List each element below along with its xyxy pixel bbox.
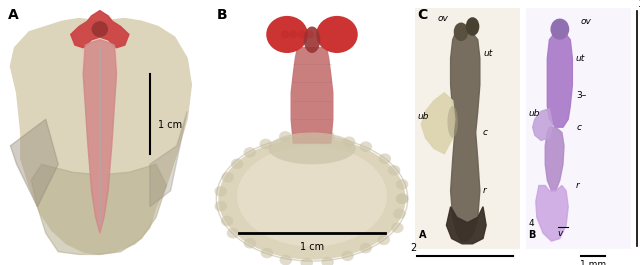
Text: r: r — [575, 181, 579, 190]
Ellipse shape — [260, 137, 272, 147]
Polygon shape — [31, 164, 166, 254]
Ellipse shape — [361, 246, 373, 257]
Text: 1 mm: 1 mm — [580, 260, 606, 265]
Ellipse shape — [289, 30, 298, 38]
Ellipse shape — [266, 16, 308, 53]
Text: ov: ov — [438, 14, 449, 23]
Polygon shape — [421, 93, 455, 154]
Text: c: c — [483, 128, 488, 137]
Text: ub: ub — [417, 112, 429, 121]
Ellipse shape — [466, 17, 479, 36]
Ellipse shape — [216, 214, 228, 225]
Polygon shape — [79, 32, 116, 233]
Ellipse shape — [260, 248, 273, 259]
Ellipse shape — [211, 186, 223, 197]
Ellipse shape — [316, 16, 358, 53]
Text: 4: 4 — [529, 219, 534, 228]
Ellipse shape — [361, 144, 373, 154]
Ellipse shape — [306, 30, 314, 38]
Text: ub: ub — [529, 109, 540, 118]
Text: B: B — [529, 231, 536, 241]
Text: r: r — [483, 186, 487, 195]
Polygon shape — [71, 11, 129, 48]
Text: ut: ut — [575, 54, 585, 63]
Text: C: C — [417, 8, 428, 22]
Text: 1: 1 — [639, 0, 640, 9]
Bar — [0, 0, 208, 265]
Text: B: B — [216, 8, 227, 22]
Bar — [413, 0, 640, 265]
Polygon shape — [532, 109, 552, 140]
Polygon shape — [10, 19, 191, 254]
Text: v: v — [557, 229, 563, 238]
Bar — [526, 8, 631, 249]
Ellipse shape — [376, 154, 388, 165]
Text: c: c — [577, 123, 582, 132]
Ellipse shape — [343, 137, 355, 148]
Ellipse shape — [550, 19, 569, 40]
Ellipse shape — [399, 193, 412, 204]
Polygon shape — [10, 119, 58, 207]
Ellipse shape — [323, 131, 335, 141]
Text: A: A — [8, 8, 19, 22]
Ellipse shape — [397, 193, 410, 204]
Ellipse shape — [280, 253, 292, 263]
Ellipse shape — [92, 21, 108, 37]
Text: 1 cm: 1 cm — [300, 242, 324, 253]
Ellipse shape — [218, 138, 406, 260]
Ellipse shape — [391, 165, 403, 176]
Polygon shape — [447, 207, 486, 244]
Ellipse shape — [227, 229, 239, 240]
Ellipse shape — [397, 208, 409, 219]
Ellipse shape — [395, 179, 408, 190]
Ellipse shape — [304, 26, 321, 53]
Bar — [208, 0, 416, 265]
Text: A: A — [419, 231, 427, 241]
Polygon shape — [83, 40, 116, 233]
Text: ov: ov — [580, 17, 591, 26]
Ellipse shape — [237, 146, 387, 246]
Ellipse shape — [227, 157, 240, 168]
Ellipse shape — [241, 146, 254, 157]
Ellipse shape — [298, 30, 306, 38]
Text: 2: 2 — [410, 243, 416, 253]
Ellipse shape — [300, 259, 313, 265]
Ellipse shape — [454, 23, 468, 41]
Ellipse shape — [268, 132, 356, 164]
Text: 1 cm: 1 cm — [158, 120, 182, 130]
Polygon shape — [451, 32, 480, 241]
Polygon shape — [536, 186, 568, 241]
Ellipse shape — [278, 132, 291, 142]
Ellipse shape — [387, 223, 400, 234]
Text: ut: ut — [483, 48, 492, 58]
Ellipse shape — [220, 171, 233, 182]
Ellipse shape — [211, 201, 223, 211]
Ellipse shape — [447, 106, 458, 138]
Ellipse shape — [300, 129, 313, 139]
Ellipse shape — [241, 239, 253, 249]
Ellipse shape — [322, 255, 335, 265]
Polygon shape — [291, 48, 333, 143]
Ellipse shape — [344, 252, 356, 263]
Text: 3–: 3– — [577, 91, 587, 100]
Bar — [415, 8, 520, 249]
Polygon shape — [547, 32, 572, 127]
Polygon shape — [150, 111, 188, 207]
Ellipse shape — [281, 30, 289, 38]
Polygon shape — [545, 127, 564, 191]
Ellipse shape — [378, 236, 391, 246]
